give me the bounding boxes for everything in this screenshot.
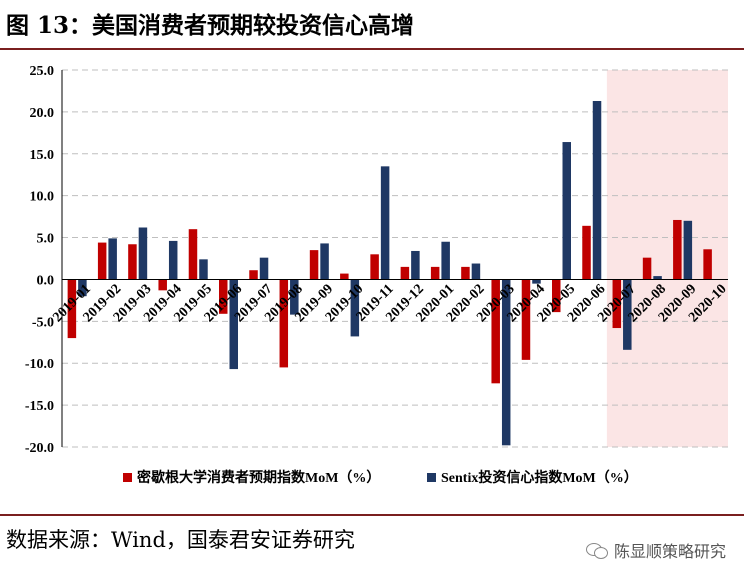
y-tick-label: 0.0 [37,273,55,288]
bar-michigan [491,279,500,384]
bar-sentix [259,257,269,280]
bar-sentix [683,220,693,280]
bar-sentix [199,259,208,280]
bar-sentix [411,250,420,280]
bar-sentix [320,243,329,280]
y-tick-label: 20.0 [30,106,55,121]
bar-sentix [78,279,87,297]
footer-divider [0,514,744,516]
bar-sentix [168,240,178,280]
bar-michigan [340,273,349,280]
page-title: 图 13：美国消费者预期较投资信心高增 [6,12,415,39]
bar-michigan [461,266,470,280]
bar-sentix [471,263,481,280]
watermark-text: 陈显顺策略研究 [613,542,726,561]
bar-michigan [158,279,167,291]
bar-michigan [97,242,107,280]
y-tick-label: 10.0 [30,190,55,205]
bar-sentix [501,279,511,446]
legend-label-sentix: Sentix投资信心指数MoM（%） [441,469,638,486]
bar-michigan [612,279,622,329]
bar-michigan [400,266,410,280]
bar-sentix [108,238,117,280]
bar-sentix [441,241,450,280]
data-source: 数据来源：Wind，国泰君安证券研究 [6,528,355,552]
wechat-icon [585,541,608,559]
y-tick-label: -20.0 [25,441,54,456]
bar-michigan [370,254,379,280]
title-bar: 图 13：美国消费者预期较投资信心高增 [0,0,744,50]
watermark: 陈显顺策略研究 [585,538,726,562]
bar-michigan [279,279,289,368]
y-tick-label: 15.0 [30,148,55,163]
bar-sentix [350,279,360,337]
bar-sentix [653,276,662,280]
legend-label-michigan: 密歇根大学消费者预期指数MoM（%） [136,469,380,486]
bar-sentix [138,227,148,280]
bar-michigan [430,266,440,280]
legend-swatch-michigan [123,473,132,482]
y-tick-label: 5.0 [37,232,55,247]
bar-michigan [552,279,561,313]
y-tick-label: -5.0 [32,315,54,330]
bar-sentix [562,142,571,280]
bar-sentix [592,100,602,280]
bar-sentix [380,166,390,280]
bar-michigan [521,279,531,360]
bar-michigan [128,244,137,280]
bar-michigan [219,279,228,314]
bar-sentix [532,279,541,284]
bar-chart: 25.0 20.0 15.0 10.0 5.0 0.0 -5.0 -10.0 -15.0 -20.… [25,64,730,486]
legend-swatch-sentix [427,473,436,482]
bar-michigan [67,279,77,339]
bar-sentix [229,279,238,370]
y-tick-label: 25.0 [30,64,55,79]
bar-michigan [673,219,682,280]
y-tick-label: -10.0 [25,357,54,372]
y-tick-label: -15.0 [25,399,54,414]
bar-michigan [309,250,319,280]
bar-sentix [290,279,299,315]
bar-sentix [623,279,632,350]
bar-michigan [249,270,258,280]
bar-michigan [642,257,652,280]
chart-container: 25.0 20.0 15.0 10.0 5.0 0.0 -5.0 -10.0 -15.0 -20.… [0,50,744,510]
bar-michigan [188,229,198,280]
bar-michigan [582,225,591,280]
bar-michigan [703,249,712,280]
